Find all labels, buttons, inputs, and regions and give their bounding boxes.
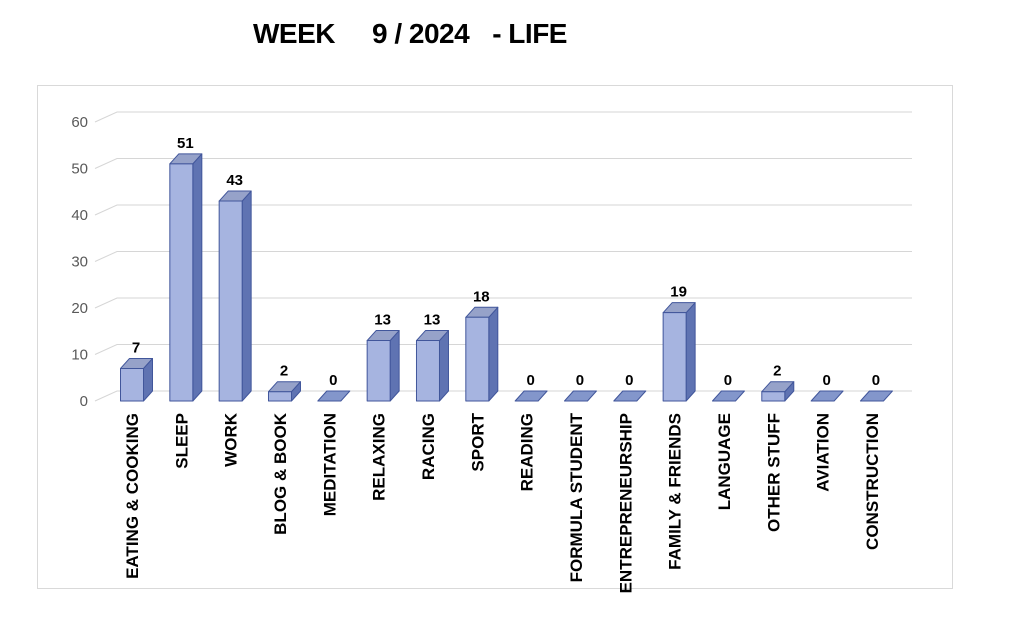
bar-entrepreneurship: [613, 390, 647, 402]
bar-meditation: [317, 390, 351, 402]
bar-blog-book: [267, 391, 292, 402]
bar-side-sleep: [192, 153, 203, 402]
gridline-10: [94, 344, 912, 355]
category-label-aviation: AVIATION: [814, 413, 833, 492]
gridline-60: [94, 111, 912, 123]
value-label-sleep: 51: [177, 135, 194, 152]
gridline-30: [94, 251, 912, 262]
category-label-meditation: MEDITATION: [320, 413, 339, 516]
bar-relaxing: [366, 340, 391, 402]
bar-family-friends: [662, 312, 687, 402]
bar-aviation: [810, 390, 844, 402]
value-label-reading: 0: [526, 372, 534, 389]
bar-racing: [415, 340, 440, 402]
title-suffix: - LIFE: [492, 18, 567, 49]
value-label-relaxing: 13: [374, 312, 391, 329]
category-label-family-friends: FAMILY & FRIENDS: [666, 413, 685, 570]
category-label-reading: READING: [518, 413, 537, 491]
y-axis-label-20: 20: [71, 300, 88, 317]
y-axis-label-40: 40: [71, 207, 88, 224]
category-label-entrepreneurship: ENTREPRENEURSHIP: [616, 413, 635, 593]
category-label-eating-cooking: EATING & COOKING: [123, 413, 142, 579]
value-label-sport: 18: [473, 288, 490, 305]
bar-side-work: [241, 190, 252, 402]
bar-sport: [465, 316, 490, 402]
bar-other-stuff: [761, 391, 786, 402]
category-label-formula-student: FORMULA STUDENT: [567, 412, 586, 582]
bar-side-family-friends: [685, 302, 696, 402]
category-label-language: LANGUAGE: [715, 413, 734, 510]
gridline-50: [94, 158, 912, 169]
value-label-meditation: 0: [329, 372, 337, 389]
value-label-work: 43: [226, 172, 243, 189]
category-label-sport: SPORT: [468, 412, 487, 471]
bar-language: [711, 390, 745, 402]
category-label-work: WORK: [222, 412, 241, 467]
chart-title: WEEK 9 / 2024 - LIFE: [253, 18, 567, 50]
gridline-0: [94, 390, 912, 402]
gridline-20: [94, 297, 912, 309]
bar-eating-cooking: [120, 367, 144, 402]
value-label-aviation: 0: [822, 372, 830, 389]
bar-side-sport: [488, 306, 499, 402]
bar-work: [218, 200, 243, 402]
bar-side-racing: [438, 330, 449, 402]
category-label-racing: RACING: [419, 413, 438, 480]
y-axis-label-0: 0: [80, 393, 88, 410]
y-axis-label-10: 10: [71, 347, 88, 364]
y-axis-label-60: 60: [71, 114, 88, 131]
value-label-construction: 0: [872, 372, 880, 389]
title-week-label: WEEK: [253, 18, 336, 49]
y-axis-label-30: 30: [71, 254, 88, 271]
value-label-formula-student: 0: [576, 372, 584, 389]
value-label-language: 0: [724, 372, 732, 389]
category-label-blog-book: BLOG & BOOK: [271, 412, 290, 535]
bar-construction: [859, 390, 893, 402]
value-label-blog-book: 2: [280, 363, 288, 380]
category-label-construction: CONSTRUCTION: [863, 413, 882, 550]
title-week-number: 9 / 2024: [372, 18, 470, 49]
bar-sleep: [169, 163, 194, 402]
value-label-family-friends: 19: [670, 284, 687, 301]
bar-reading: [514, 390, 548, 402]
bar-formula-student: [563, 390, 597, 402]
category-label-sleep: SLEEP: [172, 413, 191, 469]
category-label-relaxing: RELAXING: [370, 413, 389, 501]
value-label-eating-cooking: 7: [132, 339, 140, 356]
y-axis-label-50: 50: [71, 161, 88, 178]
value-label-racing: 13: [424, 312, 441, 329]
category-label-other-stuff: OTHER STUFF: [764, 413, 783, 532]
gridline-40: [94, 204, 912, 216]
bar-side-relaxing: [389, 330, 400, 402]
value-label-entrepreneurship: 0: [625, 372, 633, 389]
value-label-other-stuff: 2: [773, 363, 781, 380]
